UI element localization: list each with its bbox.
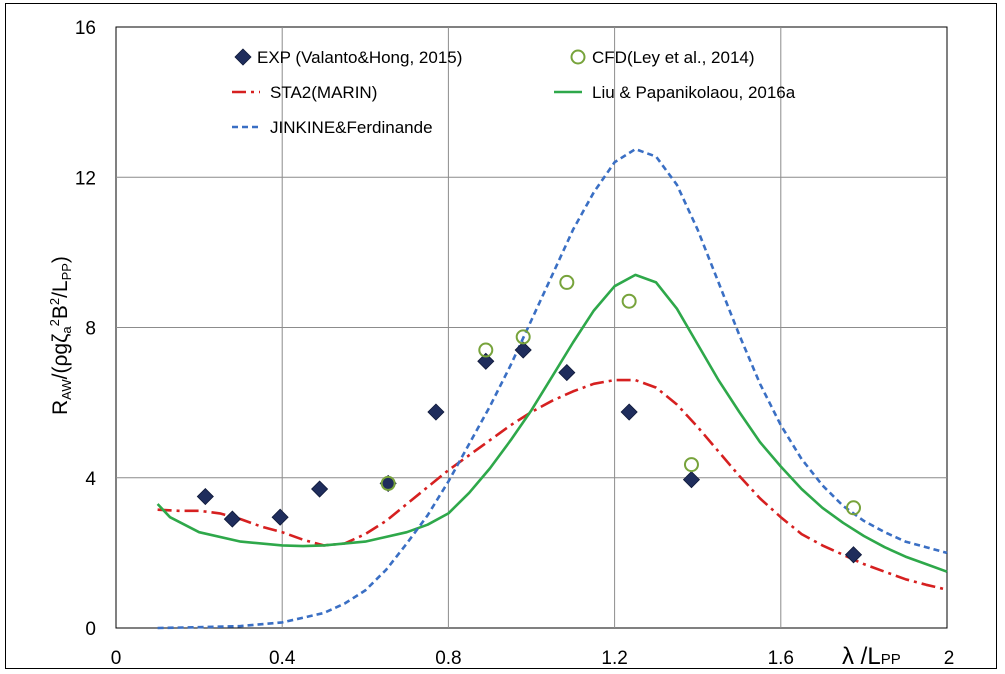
y-axis-title-close: ) — [49, 256, 72, 263]
x-axis-title-sub: PP — [881, 651, 901, 668]
legend-label: STA2(MARIN) — [270, 83, 377, 102]
exp-data-point — [477, 352, 495, 370]
cfd-data-point — [846, 500, 862, 516]
cfd-data-point — [478, 342, 494, 358]
legend-item: STA2(MARIN) — [232, 83, 377, 102]
y-axis-title-aw: AW — [59, 379, 74, 400]
x-tick-label: 0 — [111, 648, 122, 669]
exp-data-point — [427, 403, 445, 421]
gridlines — [116, 27, 947, 628]
series-line — [157, 378, 948, 591]
series-line — [156, 273, 948, 573]
exp-data-point — [311, 480, 329, 498]
legend-label: EXP (Valanto&Hong, 2015) — [257, 48, 462, 67]
y-axis-title-r: R — [49, 400, 72, 415]
x-tick-label: 1.6 — [768, 648, 794, 669]
y-tick-label: 12 — [75, 168, 96, 189]
x-tick-label: 0.8 — [435, 648, 461, 669]
legend-item: CFD(Ley et al., 2014) — [570, 48, 755, 67]
exp-data-point — [271, 508, 289, 526]
cfd-data-point — [515, 329, 531, 345]
y-tick-label: 4 — [85, 469, 96, 490]
y-axis-title-a: a — [59, 326, 74, 334]
y-axis-title-b: B — [49, 305, 72, 319]
y-tick-label: 16 — [75, 18, 96, 39]
y-axis-title-sq2: 2 — [47, 298, 62, 305]
exp-data-point — [620, 403, 638, 421]
chart-frame — [5, 3, 997, 669]
exp-data-point — [682, 471, 701, 489]
exp-data-point — [196, 487, 214, 506]
y-axis-title-rho: /(ρgζ — [49, 334, 72, 380]
y-axis-title: RAW/(ρgζa2B2/LPP) — [47, 256, 74, 415]
y-axis-title-l: /L — [49, 280, 72, 298]
legend-item: EXP (Valanto&Hong, 2015) — [234, 48, 462, 67]
cfd-data-point — [380, 475, 396, 491]
legend-item: Liu & Papanikolaou, 2016a — [554, 83, 796, 102]
cfd-data-point — [621, 293, 637, 309]
legend-label: JINKINE&Ferdinande — [270, 118, 433, 137]
y-tick-label: 0 — [85, 619, 96, 640]
cfd-data-point — [559, 274, 575, 290]
x-axis-title: λ /LPP — [842, 643, 901, 670]
y-tick-label: 8 — [85, 319, 96, 340]
exp-data-point — [514, 341, 532, 359]
exp-data-point — [558, 364, 576, 382]
legend-label: Liu & Papanikolaou, 2016a — [592, 83, 796, 102]
x-tick-label: 0.4 — [269, 648, 296, 669]
cfd-data-point — [683, 457, 699, 473]
y-axis-title-pp: PP — [59, 263, 74, 280]
exp-data-point — [223, 510, 241, 528]
y-axis-title-sq1: 2 — [47, 319, 62, 326]
series-layer — [156, 147, 948, 630]
x-tick-label: 1.2 — [601, 648, 627, 669]
legend-marker — [234, 48, 252, 66]
legend-marker — [570, 49, 586, 65]
legend-item: JINKINE&Ferdinande — [232, 118, 433, 137]
legend-label: CFD(Ley et al., 2014) — [592, 48, 755, 67]
tick-labels: 0 0.4 0.8 1.2 1.6 2 0 4 8 12 16 — [75, 18, 954, 669]
exp-data-point — [844, 546, 863, 564]
legend: EXP (Valanto&Hong, 2015) CFD(Ley et al., … — [232, 48, 796, 137]
x-axis-title-main: λ /L — [842, 643, 881, 670]
x-tick-label: 2 — [944, 648, 955, 669]
